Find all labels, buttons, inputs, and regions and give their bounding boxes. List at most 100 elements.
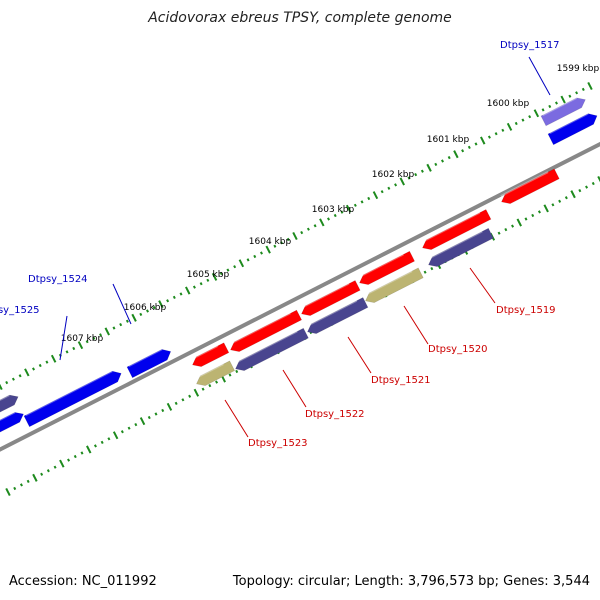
minor-tick (208, 384, 212, 388)
gene-label-forward[interactable]: Dtpsy_1524 (28, 274, 88, 285)
minor-tick (154, 412, 158, 416)
gene-dtpsy-1519-highlight (427, 230, 483, 260)
minor-tick (166, 299, 170, 303)
gene-label-forward[interactable]: Dtpsy_1525 (0, 305, 40, 316)
minor-tick (548, 104, 552, 109)
major-tick (5, 487, 11, 497)
minor-tick (100, 440, 104, 444)
major-tick (77, 341, 84, 350)
gene-label-reverse[interactable]: Dtpsy_1519 (496, 305, 556, 316)
minor-tick (73, 454, 77, 459)
minor-tick (430, 267, 434, 271)
minor-tick (107, 437, 111, 441)
minor-tick (172, 295, 176, 299)
major-tick (131, 313, 137, 322)
gene-red-4[interactable] (192, 342, 230, 367)
gene-dtpsy-1517[interactable] (540, 97, 586, 127)
gene-label-reverse[interactable]: Dtpsy_1522 (305, 409, 365, 420)
minor-tick (511, 224, 515, 228)
minor-tick (45, 360, 49, 364)
gene-partial-left[interactable] (0, 394, 19, 420)
callout-line (469, 267, 496, 304)
minor-tick (46, 469, 50, 473)
kbp-label: 1606 kbp (124, 303, 167, 313)
minor-tick (551, 203, 555, 207)
gene-label-reverse[interactable]: Dtpsy_1520 (428, 344, 488, 355)
minor-tick (139, 312, 143, 317)
gene-dtpsy-1522[interactable] (235, 327, 309, 371)
minor-tick (99, 333, 103, 337)
gene-callouts: Dtpsy_1517 Dtpsy_1524 Dtpsy_1525 Dtpsy_1519… (0, 40, 560, 449)
minor-tick (441, 159, 444, 163)
gene-label-forward[interactable]: Dtpsy_1517 (500, 40, 560, 51)
minor-tick (286, 237, 290, 242)
gene-red-1-highlight (358, 253, 404, 278)
major-tick (193, 388, 200, 397)
backbone-line (0, 141, 600, 452)
gene-dtpsy-1519r[interactable] (422, 209, 492, 250)
gene-dtpsy-1524-highlight (128, 348, 163, 367)
gene-label-reverse[interactable]: Dtpsy_1521 (371, 375, 431, 386)
gene-red-3[interactable] (230, 309, 303, 352)
callout-line (224, 399, 249, 438)
gene-dtpsy-1525-highlight (25, 370, 113, 416)
gene-dtpsy-1518r-highlight (500, 171, 549, 197)
major-tick (516, 218, 522, 227)
gene-dtpsy-1521[interactable] (307, 297, 369, 334)
major-tick (158, 300, 164, 309)
major-tick (0, 383, 3, 391)
minor-tick (38, 363, 42, 368)
kbp-label: 1603 kbp (312, 205, 355, 215)
minor-tick (504, 228, 508, 232)
kbp-label: 1599 kbp (557, 64, 600, 74)
gene-dtpsy-1523[interactable] (196, 360, 236, 386)
gene-dtpsy-1521-highlight (306, 299, 358, 327)
minor-tick (192, 285, 196, 289)
major-tick (32, 473, 38, 482)
minor-tick (313, 224, 317, 228)
gene-dtpsy-1518[interactable] (547, 113, 598, 146)
gene-dtpsy-1524[interactable] (126, 349, 172, 379)
gene-partial-left-2[interactable] (0, 412, 24, 439)
genome-summary-text: Topology: circular; Length: 3,796,573 bp… (232, 574, 590, 589)
major-tick (319, 218, 325, 227)
minor-tick (340, 210, 344, 214)
major-tick (506, 122, 513, 131)
gene-dtpsy-1518r[interactable] (501, 168, 560, 204)
minor-tick (528, 115, 532, 119)
minor-tick (353, 203, 357, 207)
minor-tick (447, 155, 451, 160)
minor-tick (537, 210, 541, 214)
kbp-label: 1607 kbp (61, 334, 104, 344)
major-tick (104, 327, 110, 336)
gene-dtpsy-1519[interactable] (428, 227, 494, 267)
kbp-label: 1604 kbp (249, 237, 292, 247)
minor-tick (19, 483, 23, 487)
minor-tick (501, 128, 505, 132)
minor-tick (206, 278, 210, 282)
minor-tick (434, 162, 438, 167)
minor-tick (380, 190, 384, 194)
major-tick (543, 204, 549, 213)
minor-tick (112, 326, 116, 330)
minor-tick (531, 213, 535, 218)
minor-tick (273, 244, 277, 248)
minor-tick (92, 336, 96, 340)
gene-red-2[interactable] (301, 280, 361, 316)
major-tick (24, 368, 30, 377)
gene-red-1[interactable] (359, 250, 415, 285)
gene-dtpsy-1520[interactable] (365, 267, 424, 303)
minor-tick (474, 142, 478, 146)
minor-tick (119, 323, 123, 327)
minor-tick (13, 486, 17, 491)
minor-tick (541, 108, 545, 112)
minor-tick (199, 282, 203, 286)
minor-tick (246, 258, 250, 262)
minor-tick (233, 265, 237, 269)
gene-label-reverse[interactable]: Dtpsy_1523 (248, 438, 308, 449)
gene-features (0, 96, 598, 439)
gene-dtpsy-1522-highlight (234, 330, 298, 364)
major-tick (453, 150, 459, 159)
gene-dtpsy-1525[interactable] (23, 370, 122, 428)
